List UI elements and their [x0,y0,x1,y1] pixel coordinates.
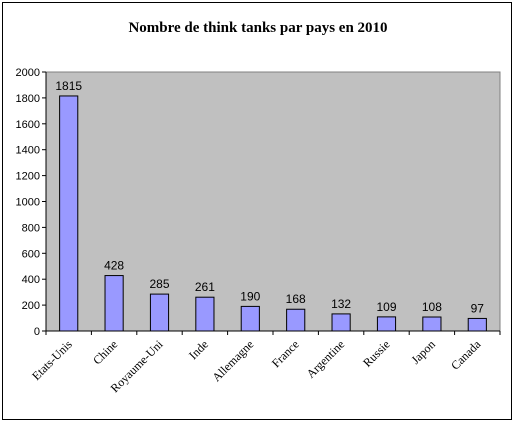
data-label: 109 [376,300,396,314]
bar [195,296,215,332]
x-tick-label: Argentine [304,337,348,381]
bar [286,308,306,332]
y-tick-label: 2000 [16,67,40,79]
x-tick-label: Japon [408,337,438,367]
bar [104,275,124,332]
data-label: 97 [471,301,485,315]
bar [240,305,260,332]
data-labels: 1815 428 285 261 190 168 132 109 108 97 [55,79,484,315]
data-label: 428 [104,259,124,273]
data-label: 132 [331,297,351,311]
x-tick-label: Inde [186,337,211,362]
x-tick-label: France [269,337,302,370]
data-label: 1815 [55,79,82,93]
x-tick-label: Russie [360,337,393,370]
bar [376,316,397,332]
bar [59,95,79,332]
bar [422,316,442,332]
y-tick-label: 200 [22,300,40,312]
y-tick-label: 1600 [16,119,40,131]
y-tick-label: 1800 [16,93,40,105]
bar [467,317,487,332]
bar [149,293,170,332]
data-label: 168 [286,292,306,306]
y-tick-label: 1200 [16,171,40,183]
y-tick-label: 800 [22,222,40,234]
x-tick-label: Allemagne [209,337,256,384]
x-tick-label: Chine [90,337,120,367]
y-tick-label: 600 [22,248,40,260]
data-label: 108 [422,300,442,314]
data-label: 285 [149,277,169,291]
y-tick-label: 0 [34,326,40,338]
y-tick-label: 1400 [16,145,40,157]
data-label: 261 [195,280,215,294]
x-tick-label: Canada [448,337,484,373]
chart-title: Nombre de think tanks par pays en 2010 [128,20,387,36]
bar [331,313,351,332]
data-label: 190 [240,289,260,303]
y-axis: 0 200 400 600 800 1000 1200 1400 1600 1800 2000 [16,67,47,338]
y-tick-label: 400 [22,274,40,286]
bars [59,95,487,332]
x-tick-label: Etats-Unis [29,337,75,383]
y-tick-label: 1000 [16,197,40,209]
